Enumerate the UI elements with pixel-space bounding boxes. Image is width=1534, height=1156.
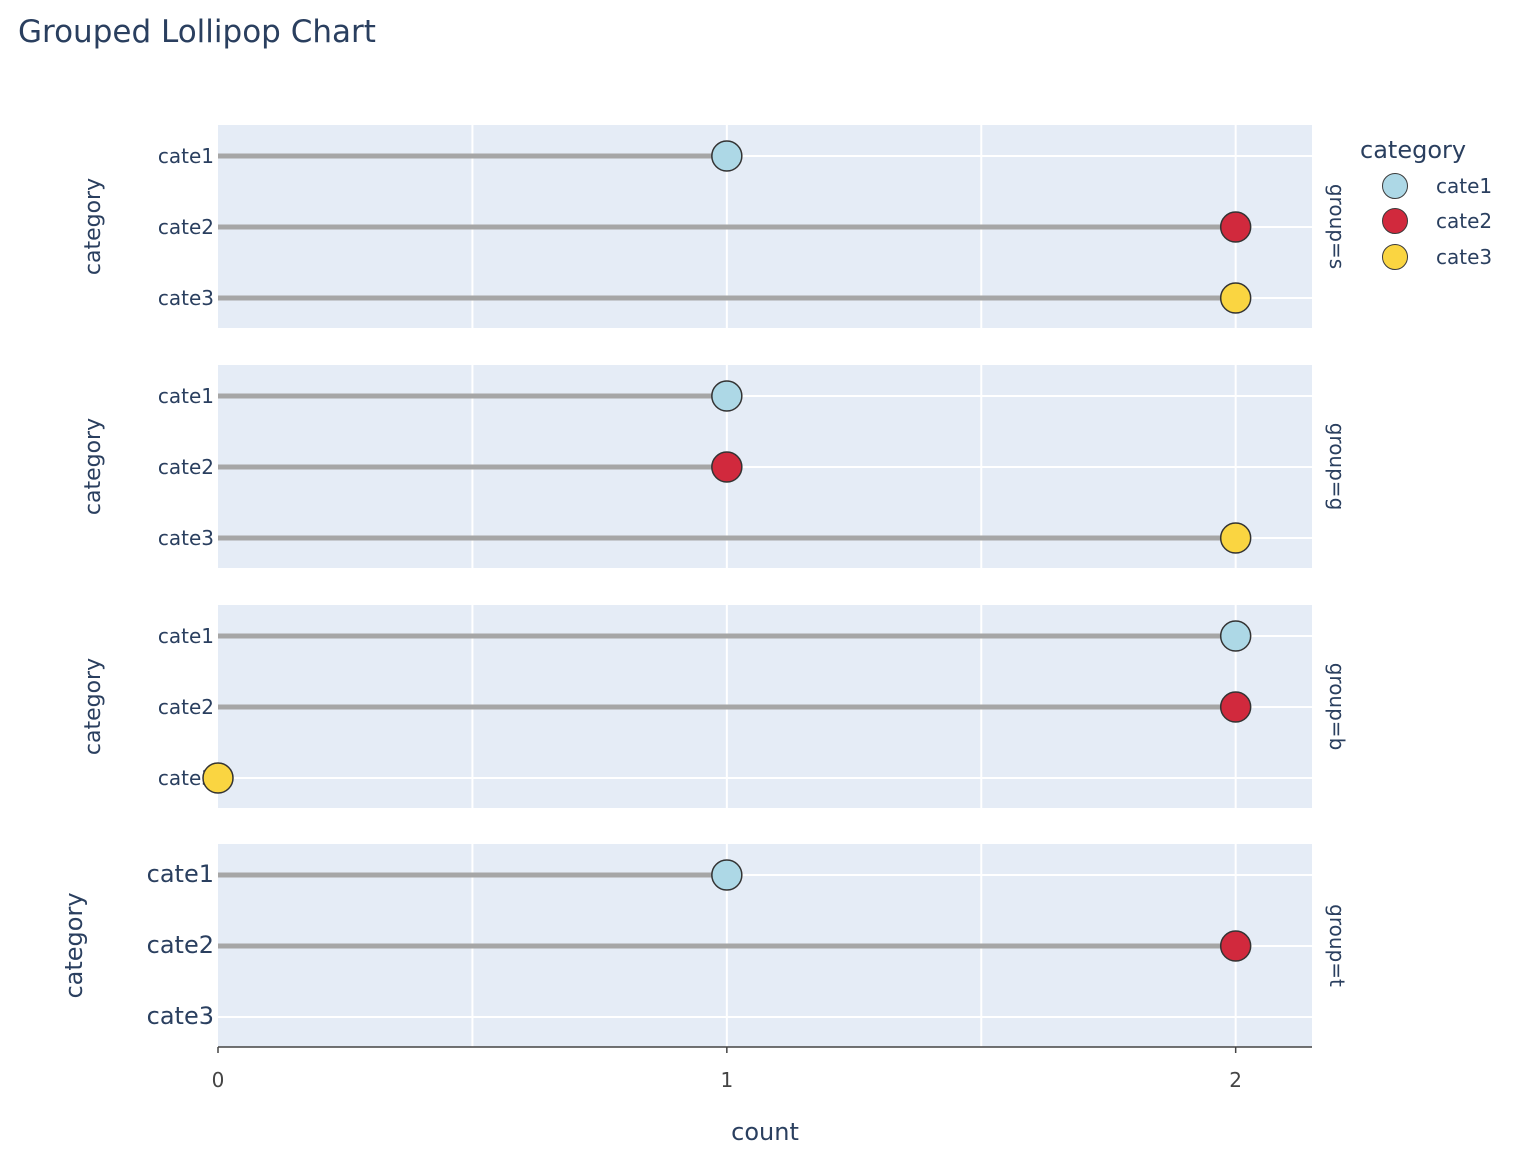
legend-item-cate2[interactable]: cate2 (1360, 204, 1530, 240)
y-axis-title: category (60, 892, 88, 998)
legend: category cate1 cate2 cate3 (1360, 136, 1530, 275)
chart-title: Grouped Lollipop Chart (18, 14, 376, 50)
facet-label: group=b (1325, 663, 1349, 751)
x-tick-label: 1 (720, 1068, 733, 1092)
legend-item-cate1[interactable]: cate1 (1360, 168, 1530, 204)
x-axis-title: count (731, 1118, 799, 1146)
x-tick-label: 0 (212, 1068, 225, 1092)
legend-item-cate3[interactable]: cate3 (1360, 239, 1530, 275)
y-tick-label: cate2 (158, 455, 214, 479)
lollipop-dot-cate2 (1219, 930, 1252, 962)
lollipop-dot-cate2 (1219, 691, 1252, 723)
lollipop-dot-cate1 (711, 140, 743, 172)
y-axis-title: category (81, 178, 106, 275)
y-tick-label: cate1 (147, 860, 214, 888)
y-tick-label: cate2 (147, 931, 214, 959)
y-axis-title: category (81, 658, 106, 755)
x-tick-label: 2 (1229, 1068, 1242, 1092)
facet-label: group=s (1325, 184, 1349, 269)
y-tick-label: cate3 (147, 1002, 214, 1030)
lollipop-dot-cate3 (1219, 282, 1252, 314)
legend-label: cate3 (1436, 244, 1493, 269)
y-tick-label: cate3 (158, 526, 214, 550)
y-tick-label: cate2 (158, 215, 214, 239)
lollipop-dot-cate1 (1219, 620, 1252, 652)
facet-label: group=g (1325, 423, 1349, 511)
legend-label: cate2 (1436, 209, 1493, 234)
legend-label: cate1 (1436, 173, 1493, 198)
lollipop-dot-cate2 (711, 451, 743, 483)
lollipop-dot-cate1 (711, 859, 743, 891)
y-tick-label: cate1 (158, 144, 214, 168)
legend-swatch-cate2 (1382, 208, 1408, 235)
legend-swatch-cate1 (1382, 172, 1408, 199)
y-tick-label: cate2 (158, 695, 214, 719)
facet-label: group=t (1325, 904, 1349, 987)
lollipop-dot-cate3 (202, 762, 234, 794)
lollipop-dot-cate2 (1219, 211, 1252, 243)
y-tick-label: cate1 (158, 384, 214, 408)
legend-title: category (1360, 136, 1467, 164)
y-tick-label: cate3 (158, 286, 214, 310)
lollipop-dot-cate1 (711, 380, 743, 412)
legend-swatch-cate3 (1382, 243, 1408, 270)
lollipop-dot-cate3 (1219, 522, 1252, 554)
y-axis-title: category (81, 418, 106, 515)
y-tick-label: cate1 (158, 624, 214, 648)
